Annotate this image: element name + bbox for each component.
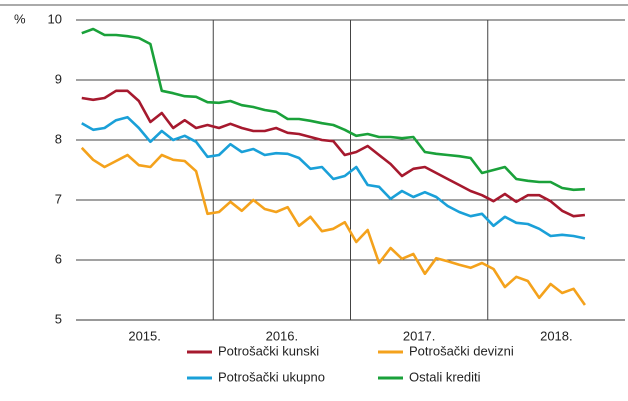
y-tick-label: 5 (55, 311, 62, 326)
y-tick-label: 6 (55, 251, 62, 266)
x-tick-label: 2018. (540, 328, 573, 343)
series-line (80, 146, 586, 306)
series-line (81, 115, 586, 240)
x-tick-label: 2015. (128, 328, 161, 343)
legend-label: Potrošački kunski (218, 343, 319, 358)
y-unit: % (14, 11, 26, 26)
y-tick-label: 9 (55, 71, 62, 86)
x-tick-label: 2016. (266, 328, 299, 343)
legend-label: Ostali krediti (409, 369, 481, 384)
series-line (81, 27, 585, 192)
y-tick-label: 8 (55, 131, 62, 146)
y-tick-label: 7 (55, 191, 62, 206)
y-tick-label: 10 (48, 11, 62, 26)
legend-label: Potrošački devizni (409, 343, 514, 358)
legend-label: Potrošački ukupno (218, 369, 325, 384)
x-tick-label: 2017. (403, 328, 436, 343)
series-line (81, 89, 586, 218)
